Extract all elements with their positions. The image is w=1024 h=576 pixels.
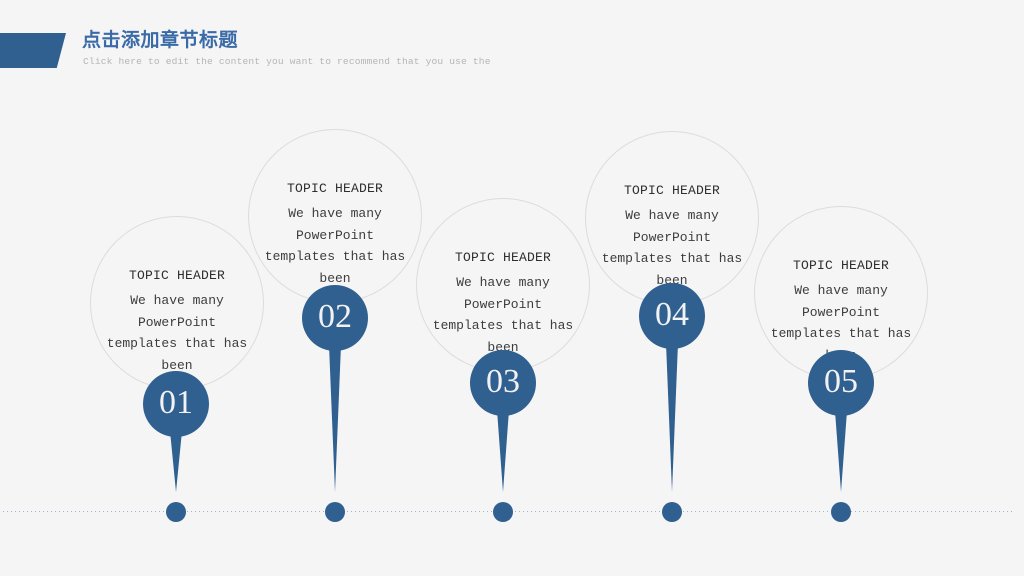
timeline-dot — [166, 502, 186, 522]
topic-body: We have many PowerPoint templates that h… — [264, 206, 406, 286]
connector-stem — [835, 411, 847, 492]
number-badge: 04 — [639, 283, 705, 349]
connector-stem — [497, 410, 509, 492]
timeline-dot — [831, 502, 851, 522]
number-badge: 02 — [302, 285, 368, 351]
header-accent-shape — [0, 33, 66, 68]
timeline-dot — [325, 502, 345, 522]
topic-circle: TOPIC HEADER We have many PowerPoint tem… — [90, 216, 264, 390]
page-subtitle: Click here to edit the content you want … — [83, 56, 491, 67]
topic-header: TOPIC HEADER — [454, 250, 551, 265]
number-badge: 01 — [143, 371, 209, 437]
timeline-dot — [662, 502, 682, 522]
number-badge: 05 — [808, 350, 874, 416]
topic-circle: TOPIC HEADER We have many PowerPoint tem… — [585, 131, 759, 305]
topic-body: We have many PowerPoint templates that h… — [106, 293, 248, 373]
topic-body: We have many PowerPoint templates that h… — [601, 208, 743, 288]
number-badge: 03 — [470, 350, 536, 416]
connector-stem — [329, 345, 341, 492]
topic-circle: TOPIC HEADER We have many PowerPoint tem… — [416, 198, 590, 372]
topic-header: TOPIC HEADER — [623, 183, 720, 198]
connector-stem — [666, 343, 678, 492]
topic-body: We have many PowerPoint templates that h… — [432, 275, 574, 355]
topic-header: TOPIC HEADER — [128, 268, 225, 283]
connector-stem — [170, 431, 182, 492]
timeline-dot — [493, 502, 513, 522]
page-title: 点击添加章节标题 — [82, 30, 239, 51]
topic-header: TOPIC HEADER — [286, 181, 383, 196]
topic-header: TOPIC HEADER — [792, 258, 889, 273]
topic-circle: TOPIC HEADER We have many PowerPoint tem… — [248, 129, 422, 303]
